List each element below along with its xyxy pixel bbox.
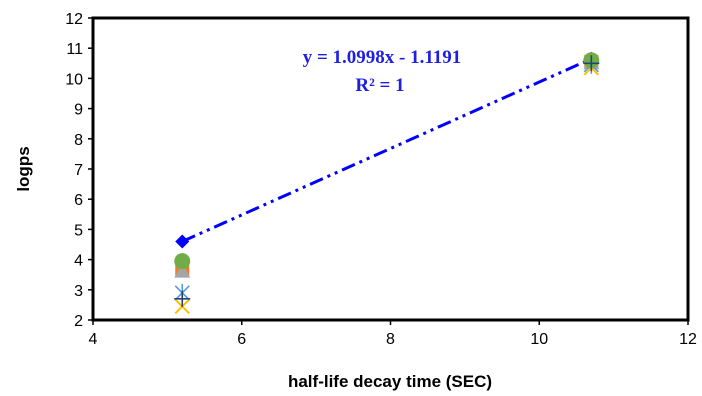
y-tick-label: 11 <box>66 41 83 58</box>
y-tick-label: 7 <box>74 162 83 179</box>
y-tick-label: 9 <box>74 102 83 119</box>
y-axis-title: logps <box>14 146 33 191</box>
y-tick-label: 5 <box>74 222 83 239</box>
y-tick-label: 10 <box>65 71 83 88</box>
data-point <box>175 234 190 249</box>
y-tick-label: 3 <box>74 283 83 300</box>
data-point <box>583 55 600 72</box>
x-tick-label: 8 <box>386 331 395 348</box>
data-points <box>174 51 600 315</box>
x-tick-label: 10 <box>530 331 548 348</box>
y-tick-label: 12 <box>65 11 83 28</box>
y-tick-label: 8 <box>74 132 83 149</box>
data-point <box>174 290 191 307</box>
trendline-equation: y = 1.0998x - 1.1191 <box>303 47 462 68</box>
trendline <box>181 57 592 243</box>
axis-ticks: 2 3 4 5 6 7 8 9 10 11 12 4 6 8 10 12 <box>65 11 697 348</box>
x-tick-label: 6 <box>237 331 246 348</box>
x-tick-label: 12 <box>679 331 697 348</box>
x-axis-title: half-life decay time (SEC) <box>288 372 492 391</box>
y-tick-label: 4 <box>74 253 83 270</box>
y-tick-label: 6 <box>74 192 83 209</box>
data-point <box>174 253 191 270</box>
trendline-group <box>181 57 592 243</box>
x-tick-label: 4 <box>89 331 98 348</box>
r-squared-label: R² = 1 <box>355 75 404 96</box>
y-tick-label: 2 <box>74 313 83 330</box>
data-point <box>174 263 191 278</box>
